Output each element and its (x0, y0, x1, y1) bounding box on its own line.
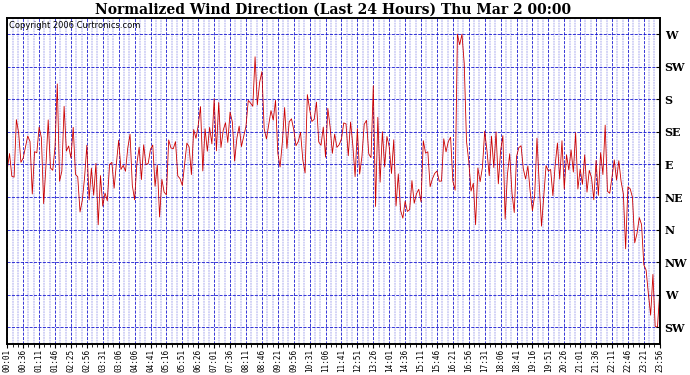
Title: Normalized Wind Direction (Last 24 Hours) Thu Mar 2 00:00: Normalized Wind Direction (Last 24 Hours… (95, 3, 571, 17)
Text: Copyright 2006 Curtronics.com: Copyright 2006 Curtronics.com (8, 21, 140, 30)
